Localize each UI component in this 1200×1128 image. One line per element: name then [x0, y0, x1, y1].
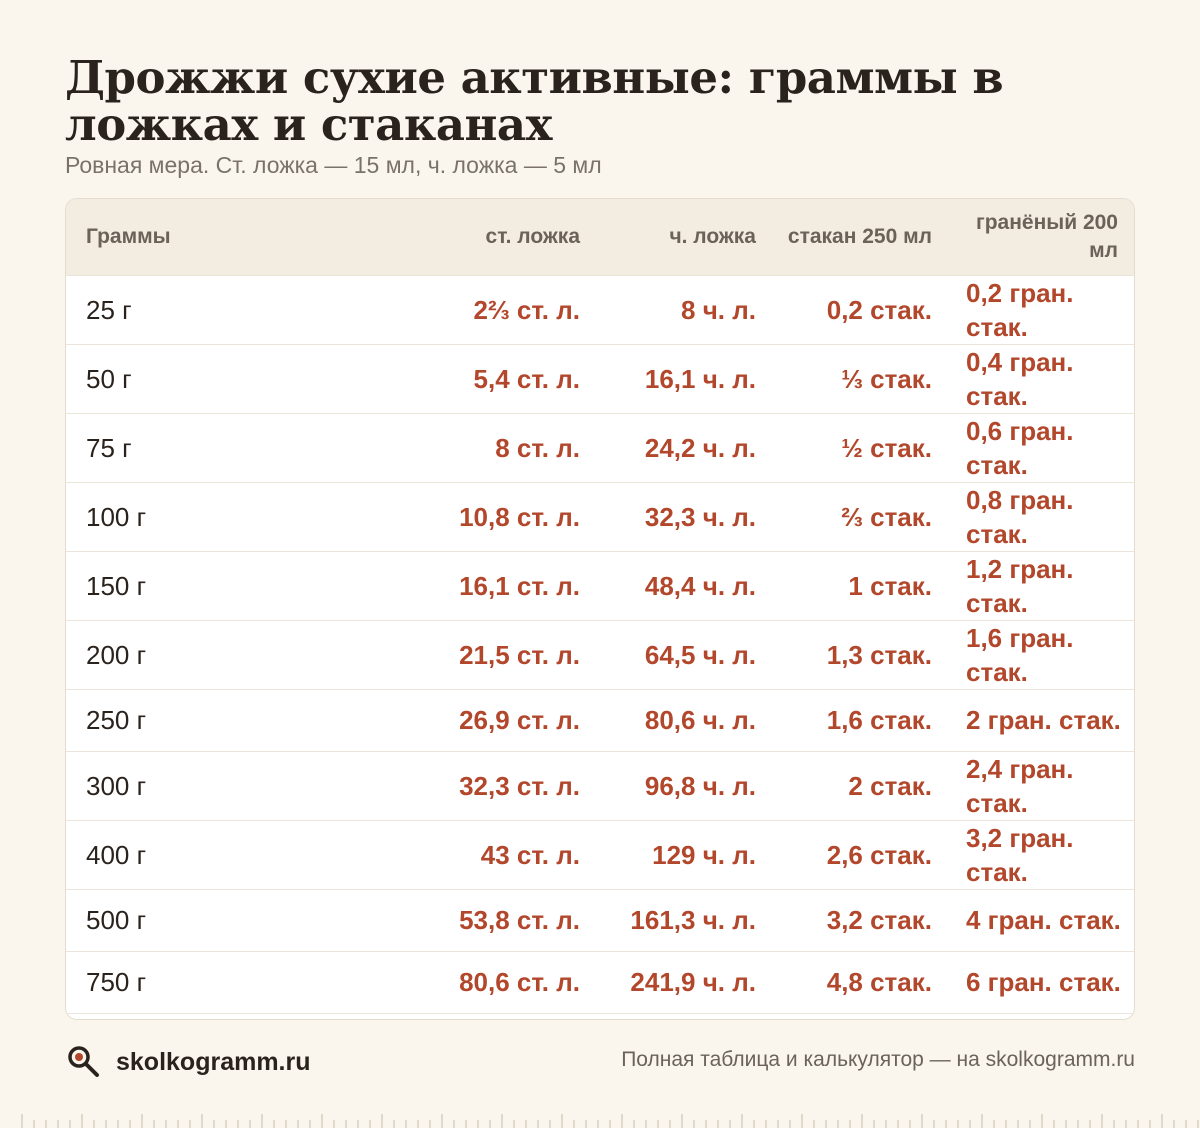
header-cup-250: стакан 250 мл: [787, 224, 932, 248]
cell-teaspoon: 80,6 ч. л.: [644, 705, 756, 735]
cell-teaspoon: 24,2 ч. л.: [644, 432, 756, 463]
cell-grams: 1000 г: [66, 1013, 424, 1019]
cell-cup-250: 6,5 стак.: [776, 1013, 952, 1019]
cell-tablespoon: 32,3 ст. л.: [459, 770, 580, 801]
cell-grams: 250 г: [86, 705, 147, 735]
table-row: 25 г 2⅔ ст. л. 8 ч. л. 0,2 стак. 0,2 гран. с…: [66, 275, 1134, 344]
table-row: 500 г 53,8 ст. л. 161,3 ч. л. 3,2 стак. 4 гр…: [66, 889, 1134, 951]
header-grams: Граммы: [86, 224, 171, 248]
page-subtitle: Ровная мера. Ст. ложка — 15 мл, ч. ложка…: [65, 152, 602, 178]
table-header-row: Граммы ст. ложка ч. ложка стакан 250 мл …: [66, 199, 1134, 275]
cell-cup-250: 2,6 стак.: [826, 839, 932, 870]
page-title: Дрожжи сухие активные: граммы в ложках и…: [65, 51, 1004, 151]
cell-teaspoon: 96,8 ч. л.: [644, 770, 756, 801]
cell-teaspoon: 64,5 ч. л.: [644, 639, 756, 670]
cell-cup-250: 4,8 стак.: [826, 967, 932, 997]
cell-tablespoon: 80,6 ст. л.: [459, 967, 580, 997]
cell-teaspoon: 161,3 ч. л.: [630, 905, 756, 935]
table-row: 300 г 32,3 ст. л. 96,8 ч. л. 2 стак. 2,4 гра…: [66, 751, 1134, 820]
cell-cup-250: ½ стак.: [841, 432, 932, 463]
cell-cup-250: ⅔ стак.: [841, 501, 932, 532]
cell-cup-250: ⅓ стак.: [841, 363, 932, 394]
cell-tablespoon: 5,4 ст. л.: [473, 363, 580, 394]
cell-faceted-glass-200: 0,2 гран. стак.: [966, 277, 1074, 342]
cell-teaspoon: 32,3 ч. л.: [644, 501, 756, 532]
cell-grams: 75 г: [86, 432, 132, 463]
cell-tablespoon: 107,5 ст. л.: [424, 1013, 600, 1019]
cell-tablespoon: 10,8 ст. л.: [459, 501, 580, 532]
ruler-decoration: [21, 1114, 1199, 1128]
cell-faceted-glass-200: 0,8 гран. стак.: [966, 484, 1074, 549]
cell-teaspoon: 322,6 ч. л.: [600, 1013, 776, 1019]
cell-tablespoon: 43 ст. л.: [480, 839, 580, 870]
table-row: 50 г 5,4 ст. л. 16,1 ч. л. ⅓ стак. 0,4 гран.…: [66, 344, 1134, 413]
cell-grams: 100 г: [86, 501, 147, 532]
cell-faceted-glass-200: 8 гран. стак.: [952, 1013, 1134, 1019]
table-row: 1000 г107,5 ст. л.322,6 ч. л.6,5 стак.8 …: [66, 1013, 1134, 1019]
cell-teaspoon: 129 ч. л.: [652, 839, 756, 870]
table-row: 200 г 21,5 ст. л. 64,5 ч. л. 1,3 стак. 1,6 г…: [66, 620, 1134, 689]
cell-cup-250: 2 стак.: [848, 770, 932, 801]
cell-faceted-glass-200: 0,4 гран. стак.: [966, 346, 1074, 411]
cell-cup-250: 0,2 стак.: [826, 294, 932, 325]
cell-tablespoon: 8 ст. л.: [495, 432, 580, 463]
cell-cup-250: 1 стак.: [848, 570, 932, 601]
cell-tablespoon: 2⅔ ст. л.: [473, 294, 580, 325]
cell-faceted-glass-200: 2,4 гран. стак.: [966, 753, 1074, 818]
cell-faceted-glass-200: 0,6 гран. стак.: [966, 415, 1074, 480]
cell-teaspoon: 241,9 ч. л.: [630, 967, 756, 997]
cell-faceted-glass-200: 1,2 гран. стак.: [966, 553, 1074, 618]
cell-grams: 400 г: [86, 839, 147, 870]
cell-faceted-glass-200: 2 гран. стак.: [966, 705, 1121, 735]
magnifier-icon: [68, 1046, 99, 1077]
conversion-table: Граммы ст. ложка ч. ложка стакан 250 мл …: [66, 199, 1134, 1019]
cell-faceted-glass-200: 4 гран. стак.: [966, 905, 1121, 935]
footer-note: Полная таблица и калькулятор — на skolko…: [621, 1048, 1135, 1071]
table-row: 150 г 16,1 ст. л. 48,4 ч. л. 1 стак. 1,2 гра…: [66, 551, 1134, 620]
table-row: 75 г 8 ст. л. 24,2 ч. л. ½ стак. 0,6 гран. с…: [66, 413, 1134, 482]
cell-teaspoon: 48,4 ч. л.: [644, 570, 756, 601]
cell-cup-250: 1,6 стак.: [826, 705, 932, 735]
cell-tablespoon: 21,5 ст. л.: [459, 639, 580, 670]
cell-tablespoon: 53,8 ст. л.: [459, 905, 580, 935]
table-row: 750 г 80,6 ст. л. 241,9 ч. л. 4,8 стак. 6 гр…: [66, 951, 1134, 1013]
cell-grams: 750 г: [86, 967, 147, 997]
cell-tablespoon: 16,1 ст. л.: [459, 570, 580, 601]
header-tablespoon: ст. ложка: [485, 224, 580, 248]
cell-grams: 50 г: [86, 363, 132, 394]
cell-grams: 300 г: [86, 770, 147, 801]
table-row: 100 г 10,8 ст. л. 32,3 ч. л. ⅔ стак. 0,8 гра…: [66, 482, 1134, 551]
table-row: 250 г 26,9 ст. л. 80,6 ч. л. 1,6 стак. 2 гра…: [66, 689, 1134, 751]
conversion-table-card: Граммы ст. ложка ч. ложка стакан 250 мл …: [65, 198, 1135, 1020]
cell-faceted-glass-200: 3,2 гран. стак.: [966, 822, 1074, 887]
header-teaspoon: ч. ложка: [669, 224, 756, 248]
table-row: 400 г 43 ст. л. 129 ч. л. 2,6 стак. 3,2 гран…: [66, 820, 1134, 889]
cell-faceted-glass-200: 6 гран. стак.: [966, 967, 1121, 997]
header-faceted-glass-200: гранёный 200 мл: [975, 210, 1118, 262]
cell-teaspoon: 8 ч. л.: [681, 294, 756, 325]
brand-name: skolkogramm.ru: [116, 1047, 311, 1076]
cell-grams: 500 г: [86, 905, 147, 935]
cell-grams: 150 г: [86, 570, 147, 601]
cell-teaspoon: 16,1 ч. л.: [644, 363, 756, 394]
cell-grams: 200 г: [86, 639, 147, 670]
footer-brand[interactable]: skolkogramm.ru: [66, 1044, 311, 1080]
cell-grams: 25 г: [86, 294, 132, 325]
cell-faceted-glass-200: 1,6 гран. стак.: [966, 622, 1074, 687]
cell-cup-250: 3,2 стак.: [826, 905, 932, 935]
cell-cup-250: 1,3 стак.: [826, 639, 932, 670]
cell-tablespoon: 26,9 ст. л.: [459, 705, 580, 735]
